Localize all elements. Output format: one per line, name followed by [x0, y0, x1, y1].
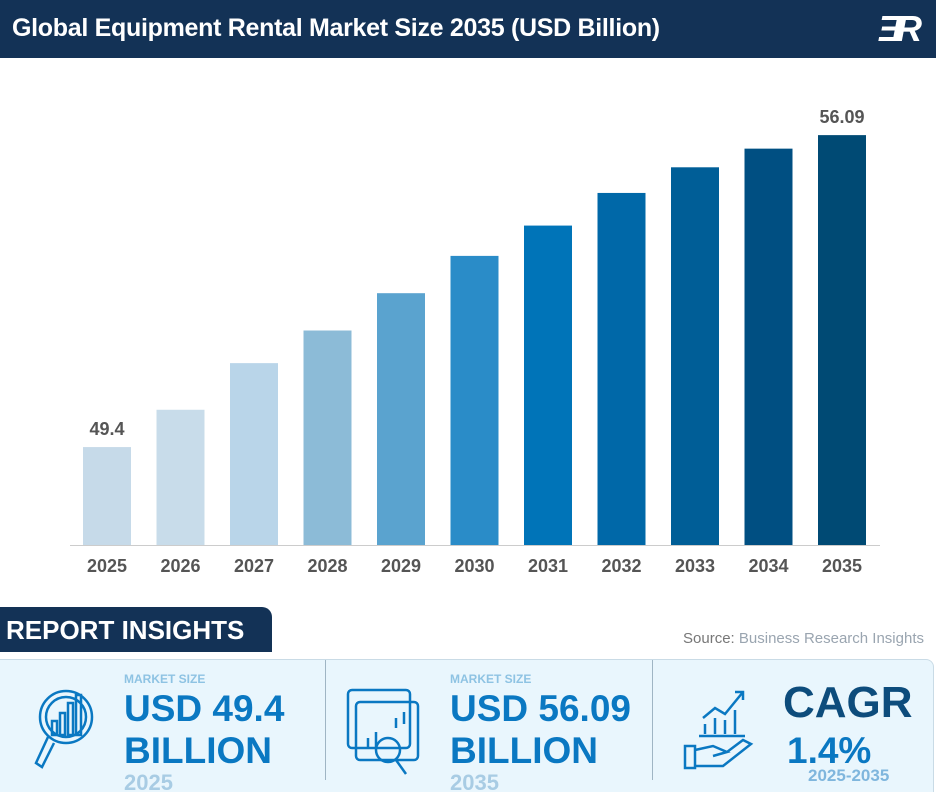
bar-chart: 2025 49.4 2026 2027 2028 2029 2030 2031 2032 2033… — [70, 107, 880, 576]
insight-card-2035: MARKET SIZE USD 56.09 BILLION 2035 — [326, 660, 652, 795]
x-tick-label: 2027 — [234, 556, 274, 576]
card-label: MARKET SIZE — [450, 672, 532, 686]
x-tick-label: 2034 — [748, 556, 788, 576]
data-label: 49.4 — [89, 419, 124, 439]
bar-2035 — [818, 135, 866, 545]
insight-card-cagr: CAGR 1.4% 2025-2035 — [653, 660, 933, 793]
x-tick-label: 2032 — [601, 556, 641, 576]
x-tick-label: 2030 — [454, 556, 494, 576]
x-tick-label: 2026 — [160, 556, 200, 576]
x-tick-label: 2029 — [381, 556, 421, 576]
bar-2027 — [230, 363, 278, 545]
bar-2029 — [377, 293, 425, 545]
dashboard-search-icon — [346, 688, 420, 775]
page-title: Global Equipment Rental Market Size 2035… — [12, 14, 660, 42]
hand-growth-chart-icon — [683, 690, 754, 770]
x-tick-label: 2035 — [822, 556, 862, 576]
source-text: Source: Business Research Insights — [683, 630, 924, 647]
card-label: CAGR — [783, 678, 913, 727]
card-unit: BILLION — [124, 730, 272, 771]
card-year: 2025-2035 — [808, 766, 890, 785]
bar-2026 — [156, 409, 205, 545]
bar-2031 — [524, 225, 572, 545]
card-value: USD 56.09 — [450, 688, 631, 729]
bar-2033 — [671, 167, 719, 545]
magnifier-chart-icon — [34, 689, 94, 769]
x-tick-label: 2033 — [675, 556, 715, 576]
card-unit: BILLION — [450, 730, 598, 771]
divider — [325, 660, 326, 780]
card-value: 1.4% — [787, 730, 872, 771]
x-tick-label: 2031 — [528, 556, 568, 576]
card-year: 2035 — [450, 770, 499, 795]
bar-2034 — [744, 148, 793, 545]
card-year: 2025 — [124, 770, 173, 795]
x-tick-label: 2028 — [307, 556, 347, 576]
bar-2032 — [597, 192, 646, 545]
bar-2028 — [303, 330, 352, 545]
divider — [652, 660, 653, 780]
bar-2025 — [83, 447, 131, 545]
card-value: USD 49.4 — [124, 688, 285, 729]
insight-card-2025: MARKET SIZE USD 49.4 BILLION 2025 — [0, 660, 325, 795]
brand-logo: ƎR — [877, 8, 922, 49]
card-label: MARKET SIZE — [124, 672, 206, 686]
bar-2030 — [450, 255, 499, 546]
header: Global Equipment Rental Market Size 2035… — [0, 0, 936, 58]
insights-panel: MARKET SIZE USD 49.4 BILLION 2025 MARKET… — [0, 659, 934, 795]
data-label: 56.09 — [819, 107, 864, 127]
x-tick-label: 2025 — [87, 556, 127, 576]
report-insights-heading: REPORT INSIGHTS — [0, 607, 272, 652]
